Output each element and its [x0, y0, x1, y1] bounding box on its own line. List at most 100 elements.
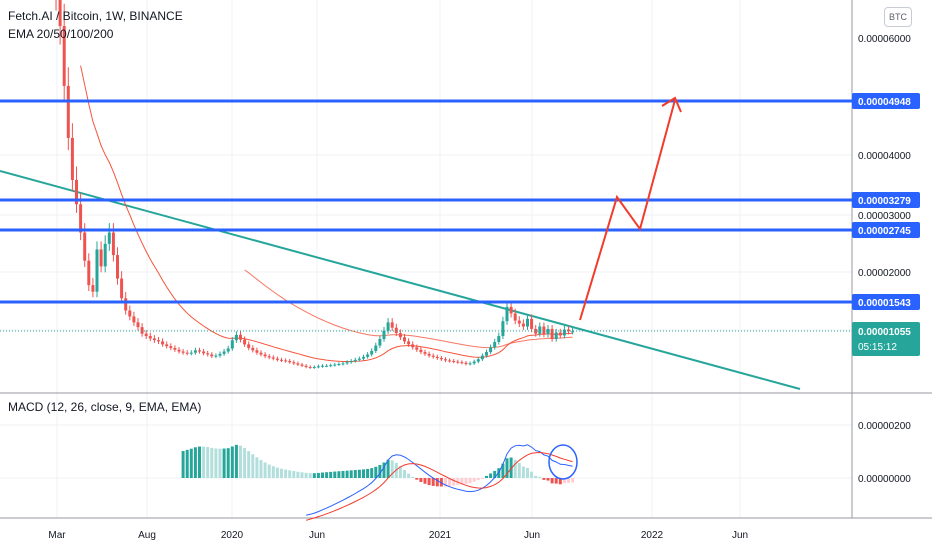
candle-body — [362, 356, 365, 359]
macd-bar — [403, 470, 406, 478]
highlight-circle — [548, 444, 578, 480]
level-label-bg — [852, 93, 920, 109]
macd-bar — [210, 447, 214, 478]
candle-body — [267, 356, 271, 358]
candle-body — [370, 350, 374, 355]
candle-body — [308, 366, 312, 368]
macd-bar — [243, 448, 247, 478]
candle-body — [357, 358, 361, 360]
candle-body — [144, 333, 148, 337]
candle-body — [493, 341, 497, 348]
candle-body — [120, 278, 124, 299]
macd-bar — [259, 460, 263, 478]
currency-badge[interactable]: BTC — [884, 7, 912, 27]
candle-body — [185, 352, 189, 354]
candle-body — [341, 363, 345, 365]
macd-bar — [284, 469, 288, 478]
macd-axis-ticks: 0.00000200 0.00000000 — [858, 421, 911, 485]
candle-body — [157, 340, 160, 342]
macd-bar — [558, 478, 562, 485]
candle-body — [485, 352, 488, 356]
macd-bar — [550, 478, 554, 484]
candle-body — [173, 347, 177, 350]
candle-body — [300, 364, 304, 366]
candle-body — [284, 360, 288, 362]
signal-line — [305, 451, 573, 521]
chart-title: Fetch.AI / Bitcoin, 1W, BINANCE — [8, 9, 183, 23]
macd-bar — [226, 448, 230, 478]
candle-body — [386, 322, 390, 331]
horizontal-levels — [0, 99, 852, 304]
macd-bar — [370, 468, 374, 478]
candle-body — [140, 327, 144, 334]
macd-tick-label: 0.00000000 — [858, 474, 911, 485]
macd-bar — [378, 464, 382, 478]
candle-body — [538, 326, 542, 334]
candle-body — [558, 332, 562, 336]
candle-body — [177, 349, 181, 352]
trendline — [0, 170, 801, 390]
candle-body — [116, 255, 119, 279]
macd-bar — [505, 458, 509, 478]
candle-body — [554, 332, 558, 340]
candle-body — [230, 340, 234, 349]
candle-body — [124, 298, 128, 311]
ema-lines — [80, 65, 573, 362]
candle-body — [452, 361, 456, 363]
candle-body — [378, 339, 382, 346]
macd-bar — [464, 478, 468, 484]
candle-body — [521, 323, 525, 327]
candle-body — [91, 285, 95, 292]
candle-body — [456, 361, 460, 363]
candle-body — [292, 362, 296, 364]
macd-bar — [448, 478, 452, 487]
macd-bar — [501, 463, 505, 478]
candle-body — [501, 321, 505, 337]
macd-bar — [288, 470, 292, 478]
macd-line — [305, 444, 573, 516]
descending-trendline — [0, 170, 801, 390]
time-tick-label: Mar — [48, 530, 66, 541]
candle-body — [247, 344, 251, 348]
macd-bar — [357, 469, 361, 478]
candle-body — [460, 362, 464, 364]
macd-bar — [333, 471, 337, 478]
candle-body — [165, 344, 169, 347]
time-axis-ticks: Mar Aug 2020 Jun 2021 Jun 2022 Jun — [48, 530, 748, 541]
candle-body — [263, 354, 267, 357]
macd-bar — [271, 466, 275, 478]
candle-body — [427, 353, 431, 356]
candle-body — [431, 355, 435, 357]
macd-bar — [374, 466, 378, 478]
macd-lines — [305, 444, 578, 521]
candle-body — [419, 349, 423, 353]
candle-body — [95, 249, 99, 292]
macd-bar — [427, 478, 431, 486]
macd-bar — [230, 446, 234, 478]
candle-body — [571, 331, 575, 333]
indicator-legend[interactable]: EMA 20/50/100/200 — [8, 27, 114, 41]
candle-body — [448, 360, 452, 362]
candle-body — [505, 306, 509, 322]
macd-legend[interactable]: MACD (12, 26, close, 9, EMA, EMA) — [8, 400, 202, 414]
bar-countdown: 05:15:12 — [858, 342, 897, 353]
macd-bar — [304, 472, 308, 478]
macd-bar — [534, 475, 538, 478]
level-label: 0.00002745 — [858, 226, 911, 237]
candle-body — [181, 351, 185, 353]
macd-bar — [185, 449, 189, 478]
macd-bar — [526, 467, 529, 478]
candle-body — [239, 334, 242, 340]
candle-body — [497, 336, 501, 342]
time-tick-label: 2021 — [429, 530, 452, 541]
macd-bar — [349, 470, 353, 478]
candle-body — [107, 232, 111, 244]
candle-body — [198, 350, 201, 352]
macd-bar — [423, 478, 427, 484]
macd-bar — [521, 466, 525, 478]
current-price-value: 0.00001055 — [858, 327, 911, 338]
macd-bar — [468, 478, 472, 484]
macd-bar — [411, 476, 415, 478]
candle-body — [288, 361, 292, 363]
candle-body — [243, 339, 247, 345]
